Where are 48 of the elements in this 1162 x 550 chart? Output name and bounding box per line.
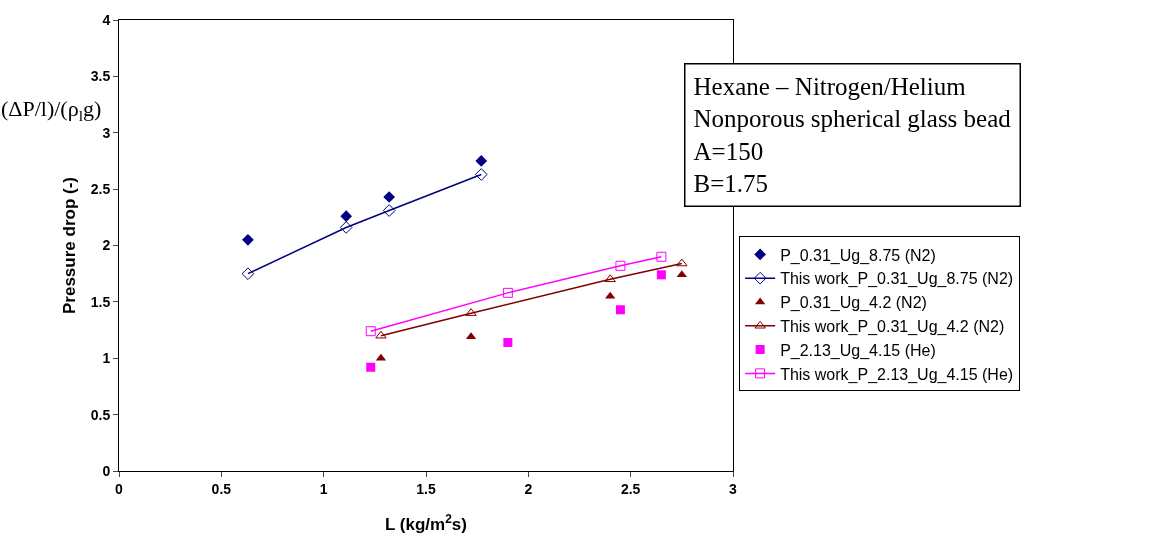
y-tick-label: 0 [102,462,111,479]
point [656,270,666,280]
y-tick-label: 3.5 [90,68,111,85]
y-tick-label: 1.5 [90,293,111,310]
legend-label: This work_P_2.13_Ug_4.15 (He) [780,365,1014,384]
legend-label: P_0.31_Ug_4.2 (N2) [780,294,927,313]
y-tick-label: 0.5 [90,406,111,423]
point [340,210,353,223]
point [604,274,616,283]
x-tick-label: 0 [115,480,124,497]
legend-label: P_0.31_Ug_8.75 (N2) [780,246,936,265]
point [615,305,625,315]
x-tick-label: 2.5 [620,480,641,497]
y-tick-label: 2 [102,237,111,254]
y-axis-title: Pressure drop (-) [60,177,80,314]
x-tick-label: 2 [524,480,533,497]
point [382,204,396,217]
x-tick-label: 0.5 [211,480,232,497]
point [475,155,488,167]
annotation: A=150 [693,137,764,165]
annotation: Nonporous spherical glass bead [693,105,1012,132]
point [366,362,376,372]
point [375,330,387,339]
x-tick-label: 1.5 [416,480,436,497]
point [502,287,513,298]
x-tick-label: 1 [319,480,328,497]
point [241,267,255,281]
annotation: Hexane – Nitrogen/Helium [693,72,967,100]
x-tick-label: 3 [729,480,738,497]
x-axis-title: L (kg/m$^{2}$s) [385,512,467,535]
point [383,191,396,203]
point [365,326,376,337]
legend-label: This work_P_0.31_Ug_8.75 (N2) [780,270,1014,289]
point [503,337,513,347]
text: (ΔP/l)/(ρ$_{l}$g) [1,96,102,124]
y-tick-label: 4 [102,11,111,28]
y-tick-label: 1 [102,350,111,367]
point [656,251,667,262]
point [474,168,488,181]
point [339,221,353,234]
point [615,260,626,271]
y-tick-label: 2.5 [90,181,111,198]
legend-label: This work_P_0.31_Ug_4.2 (N2) [780,318,1005,337]
legend-label: P_2.13_Ug_4.15 (He) [780,341,936,360]
point [676,258,688,267]
y-tick-label: 3 [102,124,111,141]
annotation: B=1.75 [693,170,769,197]
point [242,234,254,246]
